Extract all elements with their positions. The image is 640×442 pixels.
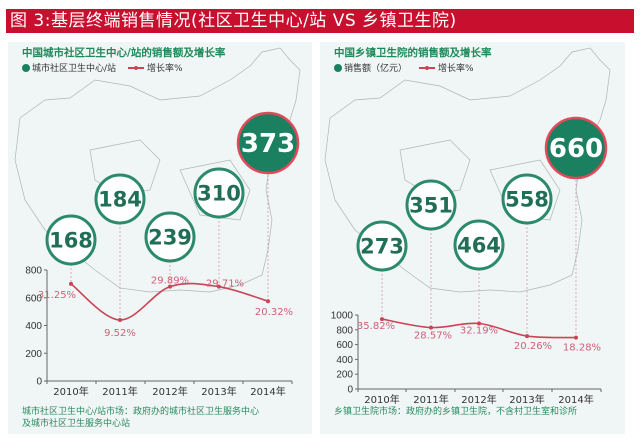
x-tick-label: 2012年: [461, 393, 496, 406]
legend-growth-label: 增长率%: [147, 64, 183, 74]
bubble-value: 373: [241, 129, 295, 159]
x-tick-label: 2011年: [102, 385, 137, 398]
y-tick-label: 800: [336, 325, 353, 336]
legend-line-icon: [128, 64, 145, 72]
growth-point: [69, 281, 73, 286]
y-tick-label: 800: [25, 266, 42, 277]
legend-sales-label: 销售额（亿元）: [344, 64, 408, 74]
x-tick-label: 2014年: [250, 385, 285, 398]
highlight-bubble: [236, 111, 300, 175]
legend-dot-icon: [334, 63, 342, 72]
bubble-value: 273: [360, 235, 404, 259]
y-tick-label: 200: [25, 349, 42, 360]
right-note-line-1: 乡镇卫生院市场：政府办的乡镇卫生院，不含村卫生室和诊所: [334, 407, 578, 417]
right-chart: 0 200 400 600 800 1000 2010年 2011年 2012年 2013年 201…: [331, 116, 608, 406]
growth-point: [266, 299, 270, 304]
right-legend: 销售额（亿元） 增长率%: [334, 61, 474, 74]
left-note-line-2: 及城市社区卫生服务中心站: [22, 419, 131, 429]
left-note: 城市社区卫生中心/站市场：政府办的城市社区卫生服务中心 及城市社区卫生服务中心站: [22, 406, 259, 430]
value-bubble: [144, 211, 196, 263]
y-tick-label: 600: [336, 340, 353, 351]
growth-label: 20.26%: [514, 341, 552, 352]
y-tick-label: 600: [25, 293, 42, 304]
growth-label: 18.28%: [563, 343, 601, 354]
left-chart-title: 中国城市社区卫生中心/站的销售额及增长率: [22, 47, 226, 59]
legend-sales-label: 城市社区卫生中心/站: [32, 64, 117, 74]
map-outline: [179, 159, 251, 221]
y-tick-label: 200: [336, 370, 353, 381]
growth-label: 29.71%: [206, 279, 244, 290]
value-bubble: [453, 219, 505, 271]
growth-label: 9.52%: [104, 328, 136, 339]
y-tick-label: 0: [36, 377, 42, 388]
value-bubble: [193, 167, 245, 219]
x-tick-label: 2013年: [201, 385, 236, 398]
map-outline: [399, 139, 471, 196]
value-bubble: [405, 179, 457, 231]
y-tick-label: 400: [25, 321, 42, 332]
value-bubble: [45, 214, 97, 266]
bubble-value: 660: [549, 134, 603, 164]
bubble-value: 310: [197, 182, 241, 206]
growth-point: [118, 317, 122, 322]
value-bubble: [501, 173, 553, 225]
value-bubble: [94, 173, 146, 225]
left-chart: 0 200 400 600 800 2010年 2011年 2012年 2013年 2014年 31…: [25, 111, 300, 398]
right-note: 乡镇卫生院市场：政府办的乡镇卫生院，不含村卫生室和诊所: [334, 406, 577, 418]
growth-label: 35.82%: [357, 321, 395, 332]
value-bubble: [356, 220, 408, 272]
growth-point: [525, 334, 529, 339]
growth-label: 29.89%: [151, 276, 189, 287]
growth-label: 31.25%: [38, 290, 76, 301]
y-tick-label: 400: [336, 355, 353, 366]
growth-label: 20.32%: [255, 307, 293, 318]
x-tick-label: 2013年: [509, 393, 544, 406]
left-legend: 城市社区卫生中心/站 增长率%: [22, 61, 183, 74]
map-outline: [89, 139, 161, 196]
right-chart-title: 中国乡镇卫生院的销售额及增长率: [334, 47, 492, 59]
x-tick-label: 2012年: [152, 385, 187, 398]
legend-line-icon: [419, 64, 436, 72]
growth-point: [429, 325, 433, 330]
map-background: [14, 47, 611, 293]
bubble-value: 184: [98, 188, 142, 212]
y-tick-label: 0: [347, 385, 353, 396]
growth-point: [477, 321, 481, 326]
bubble-value: 464: [457, 234, 501, 258]
legend-growth-label: 增长率%: [438, 64, 474, 74]
y-tick-label: 1000: [331, 311, 354, 322]
title-bar: 图 3:基层终端销售情况(社区卫生中心/站 VS 乡镇卫生院): [6, 9, 634, 33]
growth-point: [380, 317, 384, 322]
growth-point: [168, 284, 172, 289]
growth-label: 28.57%: [414, 331, 452, 342]
x-tick-label: 2010年: [53, 385, 88, 398]
growth-label: 32.19%: [460, 326, 498, 337]
bubble-value: 558: [505, 188, 549, 212]
growth-point: [574, 335, 578, 340]
legend-dot-icon: [22, 63, 30, 72]
page-title: 图 3:基层终端销售情况(社区卫生中心/站 VS 乡镇卫生院): [10, 11, 457, 31]
left-note-line-1: 城市社区卫生中心/站市场：政府办的城市社区卫生服务中心: [22, 407, 260, 417]
bubble-value: 168: [49, 229, 93, 253]
x-tick-label: 2010年: [364, 393, 399, 406]
growth-point: [217, 284, 221, 289]
highlight-bubble: [544, 116, 608, 180]
x-tick-label: 2014年: [558, 393, 593, 406]
bubble-value: 239: [148, 226, 192, 250]
bubble-value: 351: [409, 194, 453, 218]
x-tick-label: 2011年: [413, 393, 448, 406]
